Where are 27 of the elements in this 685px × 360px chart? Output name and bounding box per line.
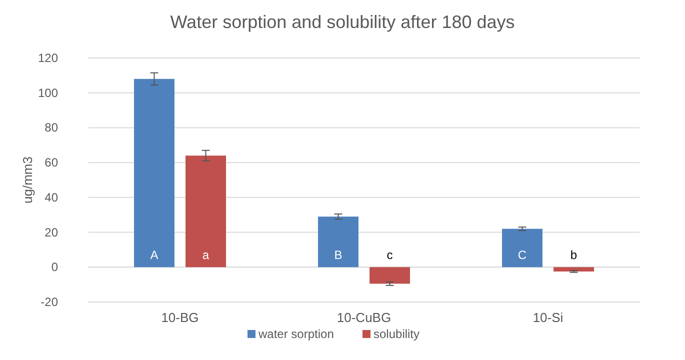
data-label: B (334, 248, 342, 262)
data-label: A (150, 248, 158, 262)
y-tick-label: 120 (38, 51, 58, 65)
y-tick-label: 0 (51, 260, 58, 274)
y-tick-label: 60 (44, 156, 58, 170)
data-label: C (518, 248, 527, 262)
data-label: b (570, 248, 578, 262)
data-label: c (386, 248, 393, 262)
y-tick-label: 80 (44, 120, 58, 135)
bar (370, 267, 410, 284)
bar (134, 78, 174, 268)
x-tick-label: 10-BG (161, 310, 199, 325)
bar (186, 156, 226, 268)
y-tick-label: 20 (44, 225, 58, 240)
chart-title: Water sorption and solubility after 180 days (170, 12, 515, 32)
y-tick-label: 40 (44, 190, 58, 204)
bar (554, 267, 594, 272)
y-tick-label: -20 (40, 295, 58, 309)
legend-label: solubility (374, 327, 420, 341)
y-axis-title: ug/mm3 (20, 156, 35, 204)
bar (502, 228, 542, 268)
data-label: a (202, 248, 210, 262)
x-tick-label: 10-Si (532, 310, 564, 325)
y-tick-label: 100 (38, 86, 58, 100)
legend-label: water sorption (258, 327, 334, 341)
x-tick-label: 10-CuBG (336, 310, 392, 325)
bar (318, 216, 358, 268)
